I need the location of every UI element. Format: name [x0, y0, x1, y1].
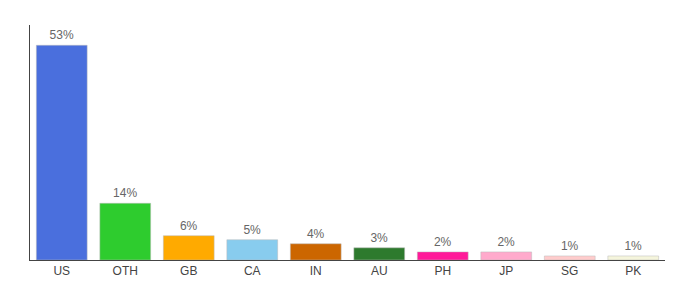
svg-text:PH: PH: [434, 264, 451, 278]
svg-text:SG: SG: [561, 264, 578, 278]
svg-text:1%: 1%: [561, 239, 579, 253]
svg-text:US: US: [53, 264, 70, 278]
svg-text:GB: GB: [180, 264, 197, 278]
svg-text:OTH: OTH: [113, 264, 138, 278]
svg-text:2%: 2%: [497, 235, 515, 249]
svg-text:14%: 14%: [113, 186, 137, 200]
svg-text:4%: 4%: [307, 227, 325, 241]
svg-text:1%: 1%: [624, 239, 642, 253]
svg-text:CA: CA: [244, 264, 261, 278]
svg-text:JP: JP: [499, 264, 513, 278]
svg-text:IN: IN: [310, 264, 322, 278]
svg-text:3%: 3%: [370, 231, 388, 245]
svg-text:53%: 53%: [50, 28, 74, 42]
svg-text:AU: AU: [371, 264, 388, 278]
svg-text:2%: 2%: [434, 235, 452, 249]
svg-text:6%: 6%: [180, 219, 198, 233]
svg-text:5%: 5%: [243, 223, 261, 237]
svg-text:PK: PK: [625, 264, 641, 278]
